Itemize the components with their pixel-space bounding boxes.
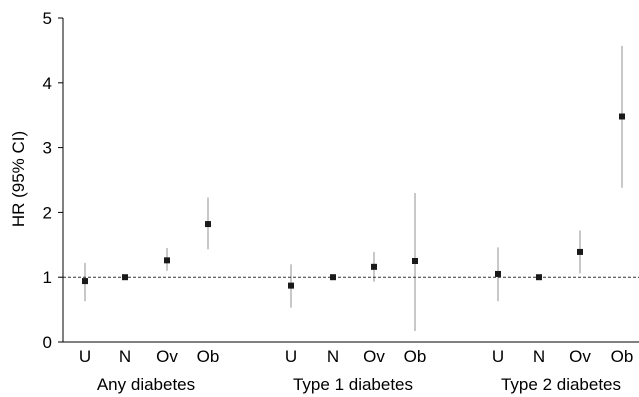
hr-point-marker <box>82 278 88 285</box>
group-label: Any diabetes <box>97 375 195 394</box>
x-tick-label: Ob <box>197 347 220 366</box>
hr-point-marker <box>495 270 501 277</box>
x-tick-label: Ov <box>363 347 385 366</box>
ci-layer <box>84 45 623 331</box>
marker-layer <box>82 113 625 289</box>
hr-point-marker <box>164 257 170 264</box>
y-tick-label: 0 <box>43 333 52 352</box>
x-tick-label: U <box>285 347 297 366</box>
y-tick-label: 4 <box>43 74 52 93</box>
x-tick-label: Ov <box>156 347 178 366</box>
y-tick-label: 1 <box>43 268 52 287</box>
x-tick-label: U <box>492 347 504 366</box>
group-label: Type 1 diabetes <box>293 375 413 394</box>
x-tick-label: Ob <box>611 347 634 366</box>
x-tick-label: N <box>327 347 339 366</box>
x-tick-label: U <box>79 347 91 366</box>
hr-point-marker <box>288 282 294 289</box>
y-tick-layer: 0 1 2 3 4 5 <box>43 9 63 352</box>
y-tick-label: 3 <box>43 139 52 158</box>
hr-point-marker <box>122 274 128 281</box>
hr-point-marker <box>536 274 542 281</box>
hr-point-marker <box>412 258 418 264</box>
y-tick-label: 5 <box>43 9 52 28</box>
x-tick-label: Ob <box>404 347 427 366</box>
x-tick-label: Ov <box>569 347 591 366</box>
hr-point-marker <box>205 221 211 228</box>
hr-point-marker <box>619 113 625 120</box>
group-label-layer: Any diabetes Type 1 diabetes Type 2 diabet… <box>97 375 621 394</box>
x-tick-layer: U N Ov Ob U N Ov Ob U N Ov Ob <box>79 347 633 366</box>
hr-point-marker <box>371 263 377 270</box>
x-tick-label: N <box>119 347 131 366</box>
y-tick-label: 2 <box>43 203 52 222</box>
x-tick-label: N <box>533 347 545 366</box>
hr-point-marker <box>577 248 583 255</box>
group-label: Type 2 diabetes <box>501 375 621 394</box>
hr-point-marker <box>330 274 336 281</box>
y-axis-title: HR (95% CI) <box>9 131 28 227</box>
